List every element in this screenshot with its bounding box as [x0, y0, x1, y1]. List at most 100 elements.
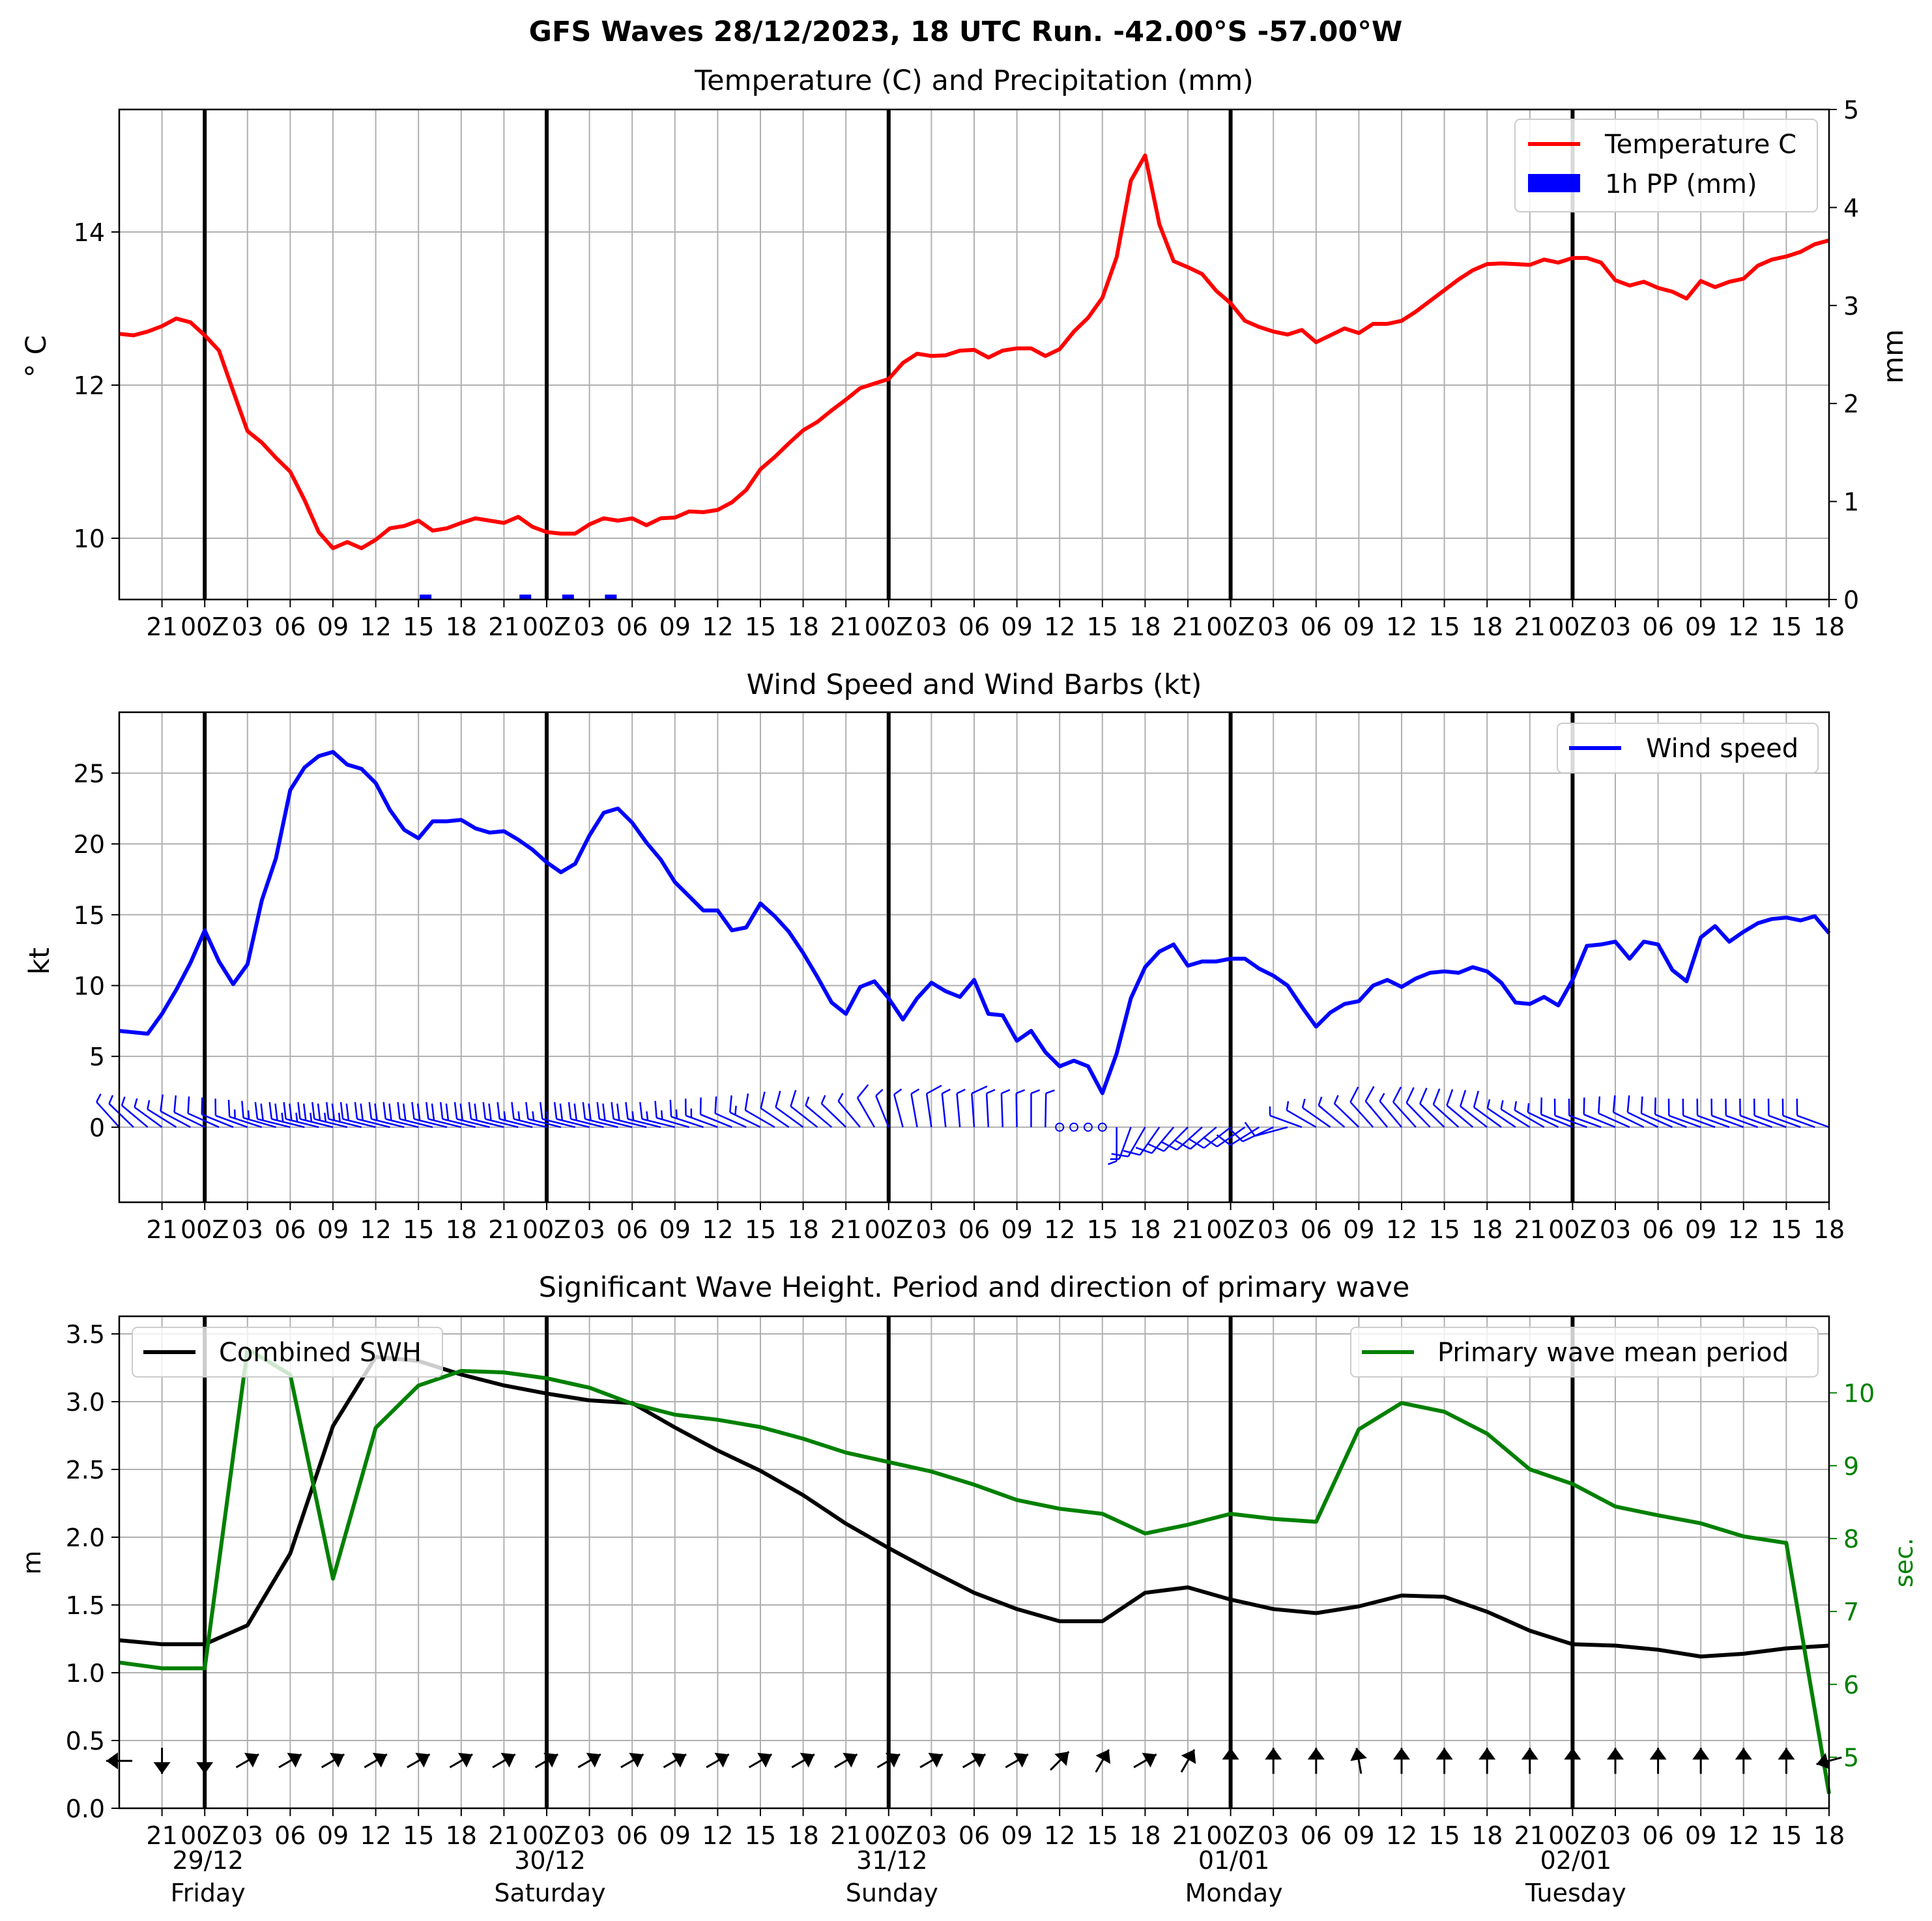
wind-barb — [714, 1096, 747, 1128]
temperature-line-point — [474, 516, 478, 520]
wind-barb-flag — [1432, 1088, 1441, 1105]
wind-barb-flag — [559, 1103, 564, 1121]
period-line-point — [1015, 1498, 1019, 1502]
day-date-label: 29/12 — [172, 1846, 244, 1875]
x-tick-label: 12 — [360, 613, 391, 641]
temperature-line-point — [445, 527, 449, 530]
precip-y2-axis-label: mm — [1877, 329, 1910, 384]
wind-barb-half-flag — [546, 1111, 549, 1121]
wind-barb — [1419, 1088, 1445, 1128]
y-tick-label: 10 — [74, 525, 105, 553]
wind-barb-flag — [302, 1103, 307, 1121]
wind-speed-line-point — [1428, 971, 1432, 975]
wave-arrow-head — [1013, 1752, 1028, 1768]
wind-barb — [525, 1102, 562, 1129]
wind-barb — [1654, 1097, 1687, 1128]
day-weekday-label: Tuesday — [1525, 1879, 1626, 1907]
wind-barb — [173, 1095, 205, 1128]
wind-barb-flag — [669, 1099, 672, 1117]
wind-barb — [1000, 1089, 1011, 1127]
wave-plot-frame — [118, 1315, 1830, 1810]
temperature-line-point — [1343, 326, 1347, 330]
wind-barb-flag — [1598, 1096, 1601, 1114]
wind-barb — [214, 1099, 248, 1128]
wind-barb-half-flag — [1333, 1095, 1339, 1105]
wind-speed-line-point — [1699, 936, 1703, 940]
temp-legend: Temperature C 1h PP (mm) — [1514, 119, 1818, 212]
x-tick-label: 15 — [403, 613, 434, 641]
wave-direction-arrow — [834, 1752, 858, 1769]
wind-barb-flag — [1135, 1146, 1153, 1154]
period-line-point — [1570, 1482, 1574, 1486]
wave-direction-arrow — [407, 1752, 431, 1769]
wind-barb-flag — [1230, 1129, 1243, 1142]
precip-bars — [420, 594, 617, 599]
wind-speed-line-point — [1058, 1064, 1061, 1068]
x-tick-label: 06 — [1301, 613, 1332, 641]
y2-tick-label: 9 — [1843, 1452, 1859, 1480]
wind-speed-line-point — [944, 989, 947, 993]
day-weekday-label: Monday — [1185, 1879, 1283, 1907]
wind-speed-line-point — [644, 841, 648, 845]
temperature-line-point — [188, 321, 192, 325]
temperature-line-point — [1314, 340, 1318, 344]
x-tick-label: 18 — [446, 613, 477, 641]
wind-speed-line-point — [958, 995, 962, 999]
wind-barb-flag — [382, 1102, 386, 1119]
wind-barb-half-flag — [1286, 1101, 1290, 1111]
y-tick-label: 25 — [74, 759, 105, 788]
wind-speed-line-point — [1813, 914, 1817, 918]
wind-speed-line-point — [887, 996, 891, 1000]
temperature-line-point — [773, 455, 777, 459]
x-tick-label: 06 — [616, 613, 648, 641]
wind-barb-half-flag — [532, 1111, 535, 1121]
temperature-line-point — [730, 500, 734, 504]
wave-y-axis-label: m — [18, 1550, 46, 1574]
wind-barb — [1568, 1099, 1602, 1128]
wind-barb — [1230, 1126, 1274, 1142]
wind-speed-line-point — [573, 862, 577, 866]
wave-arrow-head — [843, 1752, 858, 1768]
wave-arrow-head — [1735, 1748, 1752, 1760]
wind-barb-flag — [699, 1097, 702, 1115]
wave-x-ticks: 21 00Z 03 06 09 12 15 18 21 00Z 03 06 09 12 15 18 21 00Z 0… — [146, 1808, 1845, 1850]
temp-plot-frame — [118, 108, 1830, 601]
wind-speed-line-point — [1656, 942, 1660, 946]
y2-tick-label: 7 — [1843, 1598, 1859, 1626]
temperature-line-point — [1115, 255, 1119, 259]
period-legend-box — [1350, 1327, 1819, 1378]
wave-arrow-head — [928, 1752, 943, 1768]
x-tick-label: 12 — [1386, 1821, 1417, 1850]
wave-arrow-head — [1649, 1748, 1667, 1760]
wind-barb — [454, 1102, 490, 1129]
wind-speed-line-point — [545, 860, 549, 864]
period-line-point — [459, 1369, 463, 1373]
wave-arrow-head — [1521, 1748, 1538, 1760]
swh-line-point — [1699, 1654, 1703, 1658]
wind-barb-shaft — [1487, 1107, 1516, 1128]
wind-speed-line-point — [702, 908, 706, 912]
wind-speed-line-point — [901, 1018, 905, 1022]
wind-speed-line-point — [929, 981, 933, 985]
wind-barb-shaft — [1682, 1114, 1716, 1128]
wind-barb-flag — [345, 1103, 350, 1121]
day-date-label: 01/01 — [1198, 1846, 1270, 1875]
wind-barb — [1244, 1121, 1288, 1137]
temperature-line-point — [1784, 255, 1788, 259]
wind-barb-half-flag — [1318, 1096, 1323, 1106]
wave-direction-arrow — [1133, 1752, 1157, 1769]
period-line-point — [758, 1425, 762, 1429]
temperature-line-point — [1699, 279, 1703, 283]
x-tick-label: 09 — [1343, 1821, 1374, 1850]
temp-panel-title: Temperature (C) and Precipitation (mm) — [694, 65, 1254, 97]
x-tick-label: 06 — [959, 1821, 990, 1850]
wind-barb-flag — [1189, 1138, 1205, 1149]
wind-barb-flag — [856, 1084, 869, 1099]
wind-barb-flag — [588, 1103, 592, 1121]
wind-speed-line-point — [1072, 1059, 1076, 1063]
wind-barb-half-flag — [1045, 1089, 1055, 1094]
x-tick-label: 15 — [1428, 1821, 1460, 1850]
wind-barb-half-flag — [1486, 1099, 1491, 1109]
wind-speed-line-point — [1756, 921, 1760, 925]
wind-speed-line-point — [829, 1001, 833, 1005]
